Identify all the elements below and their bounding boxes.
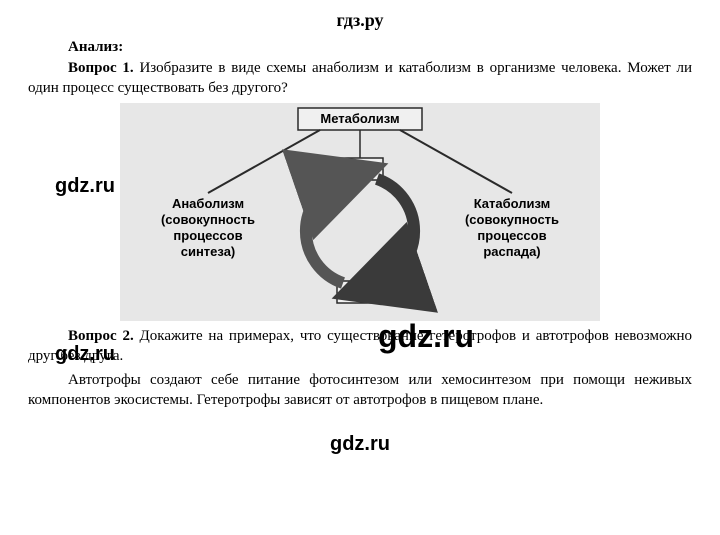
diagram-left-l4: синтеза) xyxy=(181,244,236,259)
diagram-title: Метаболизм xyxy=(320,111,399,126)
watermark-footer: gdz.ru xyxy=(28,433,692,456)
site-title: гдз.ру xyxy=(28,10,692,31)
answer-text: Автотрофы создают себе питание фотосинте… xyxy=(28,370,692,411)
diagram-right-l4: распада) xyxy=(483,244,540,259)
diagram-right-l3: процессов xyxy=(477,228,546,243)
diagram-right-l2: (совокупность xyxy=(465,212,559,227)
diagram-right-l1: Катаболизм xyxy=(474,196,551,211)
diagram-adp: АДФ xyxy=(345,285,375,300)
diagram-atp: АТФ xyxy=(346,162,373,177)
question-2: Вопрос 2. Докажите на примерах, что суще… xyxy=(28,326,692,367)
cycle-arrow-left xyxy=(306,179,343,283)
question-1: Вопрос 1. Изобразите в виде схемы анабол… xyxy=(28,58,692,99)
question-2-label: Вопрос 2. xyxy=(68,328,140,344)
diagram-left-l3: процессов xyxy=(173,228,242,243)
diagram-left-l1: Анаболизм xyxy=(172,196,244,211)
analysis-label: Анализ: xyxy=(28,39,692,56)
diagram-left-l2: (совокупность xyxy=(161,212,255,227)
cycle-arrow-right xyxy=(377,179,414,283)
metabolism-diagram: Метаболизм Анаболизм (совокупность проце… xyxy=(120,103,600,321)
question-1-label: Вопрос 1. xyxy=(68,60,139,76)
